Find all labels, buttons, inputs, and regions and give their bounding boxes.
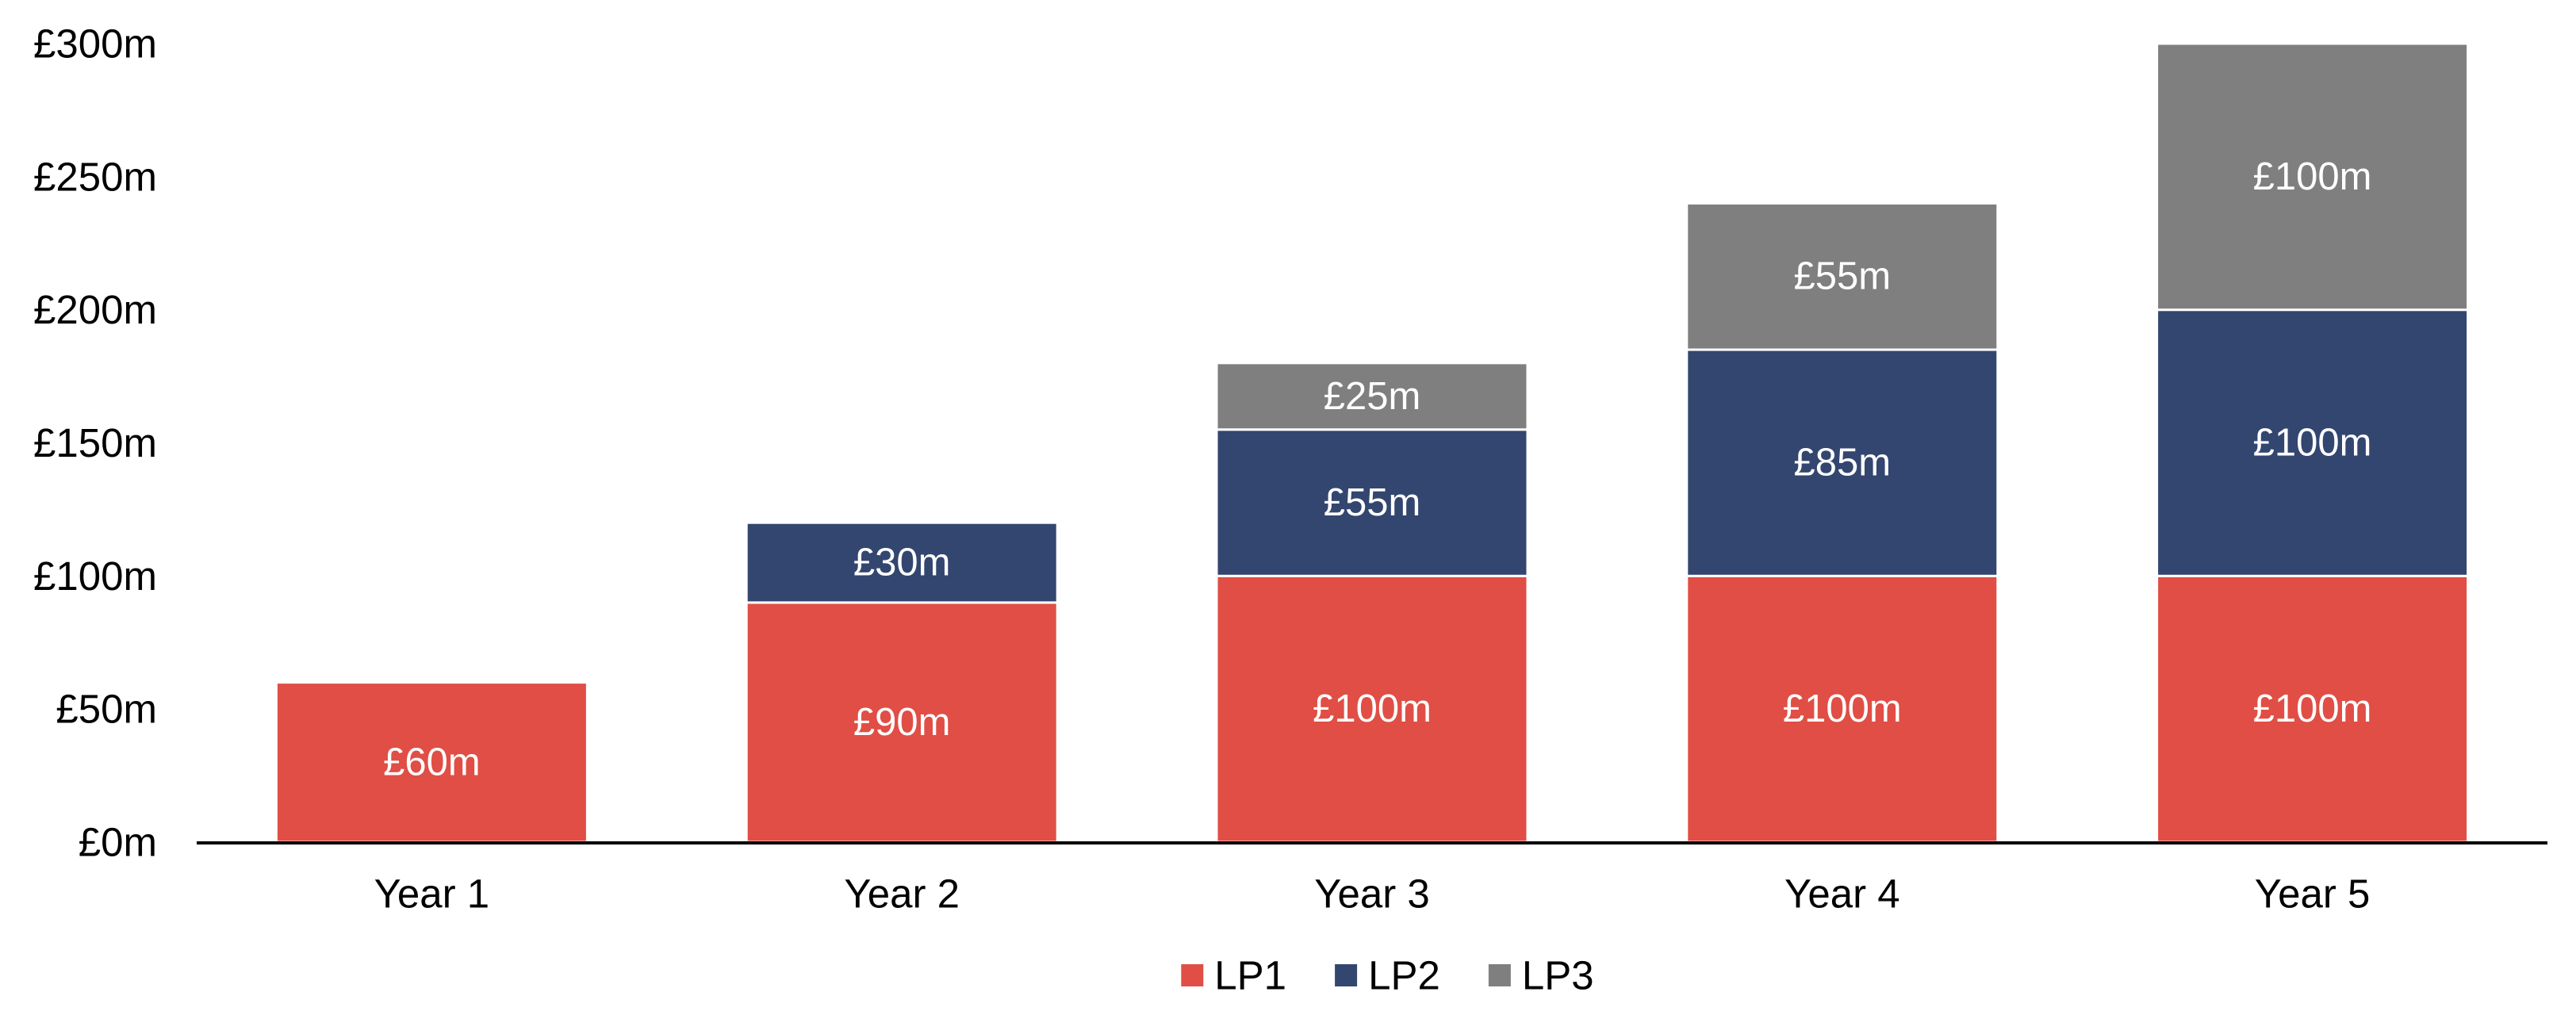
data-label: £25m	[1324, 375, 1421, 418]
y-tick-label: £250m	[33, 154, 157, 199]
data-label: £55m	[1794, 255, 1892, 298]
bar-segment-lp2	[1685, 348, 1999, 577]
bar-segment-lp1	[2156, 574, 2470, 844]
bar-segment-lp1	[745, 601, 1059, 844]
legend-item-lp1: LP1	[1181, 953, 1286, 998]
bar-segment-lp2	[2156, 308, 2470, 577]
y-tick-label: £100m	[33, 553, 157, 599]
legend-label: LP1	[1214, 953, 1286, 998]
y-tick-label: £200m	[33, 287, 157, 332]
legend-label: LP2	[1368, 953, 1440, 998]
data-label: £60m	[383, 741, 481, 783]
bar-segment-lp3	[1685, 201, 1999, 351]
data-label: £90m	[853, 701, 951, 744]
bar-segment-lp3	[2156, 42, 2470, 312]
legend-swatch	[1488, 964, 1511, 986]
data-label: £100m	[1783, 687, 1902, 730]
legend-swatch	[1181, 964, 1204, 986]
data-label: £85m	[1794, 442, 1892, 484]
legend-label: LP3	[1522, 953, 1594, 998]
bar-segment-lp3	[1215, 362, 1529, 431]
data-label: £100m	[2253, 422, 2372, 465]
legend-item-lp3: LP3	[1488, 953, 1594, 998]
y-tick-label: £150m	[33, 420, 157, 465]
data-label: £100m	[2253, 687, 2372, 730]
legend: LP1 LP2 LP3	[1181, 953, 1594, 998]
y-tick-label: £0m	[79, 820, 157, 865]
x-axis-ticks: Year 1 Year 2 Year 3 Year 4 Year 5	[374, 871, 2371, 917]
bar-segment-lp1	[1215, 574, 1529, 844]
x-tick-label: Year 4	[1784, 871, 1900, 917]
bar-segment-lp1	[274, 681, 588, 844]
data-labels: £60m £90m £30m £100m £55m £25m £100m £85m £55m £1…	[383, 155, 2371, 783]
legend-swatch	[1335, 964, 1358, 986]
x-tick-label: Year 3	[1314, 871, 1430, 917]
bars	[274, 42, 2470, 844]
y-axis-ticks: £0m £50m £100m £150m £200m £250m £300m	[33, 21, 157, 865]
x-tick-label: Year 1	[374, 871, 490, 917]
bar-segment-lp2	[745, 521, 1059, 604]
x-tick-label: Year 5	[2255, 871, 2371, 917]
y-tick-label: £50m	[56, 687, 157, 732]
x-tick-label: Year 2	[844, 871, 960, 917]
bar-segment-lp2	[1215, 428, 1529, 577]
data-label: £100m	[1313, 687, 1432, 730]
y-tick-label: £300m	[33, 21, 157, 67]
data-label: £100m	[2253, 155, 2372, 198]
legend-item-lp2: LP2	[1335, 953, 1440, 998]
data-label: £55m	[1324, 481, 1421, 524]
data-label: £30m	[853, 542, 951, 584]
